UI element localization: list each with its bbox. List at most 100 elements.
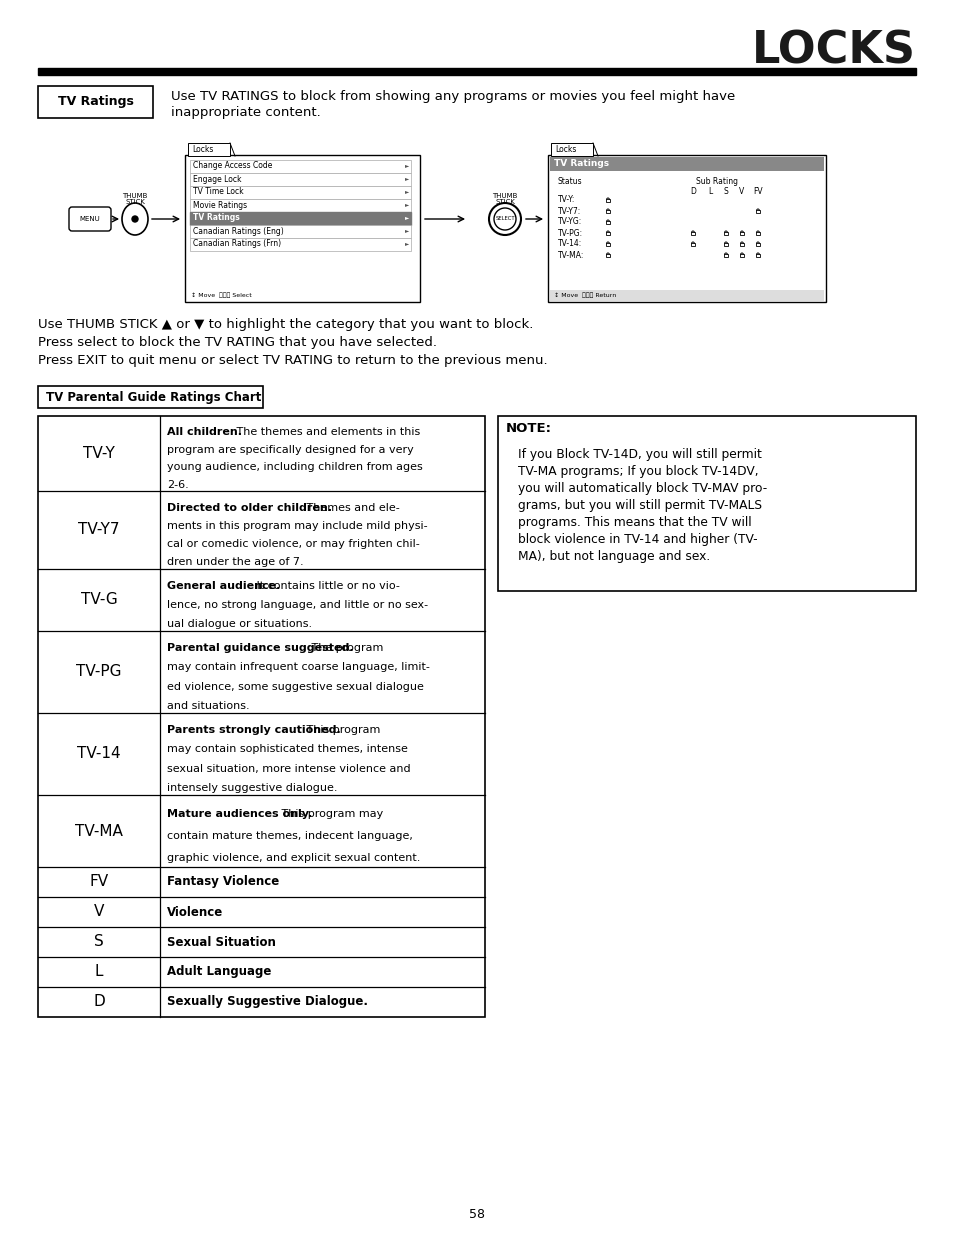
Text: V: V xyxy=(93,904,104,920)
Text: TV-Y7: TV-Y7 xyxy=(78,522,120,537)
Text: may contain infrequent coarse language, limit-: may contain infrequent coarse language, … xyxy=(167,662,430,673)
Bar xyxy=(723,243,727,247)
Circle shape xyxy=(132,216,138,222)
Bar xyxy=(690,243,695,247)
Text: Locks: Locks xyxy=(192,146,213,154)
Text: If you Block TV-14D, you will still permit: If you Block TV-14D, you will still perm… xyxy=(517,448,761,461)
Bar xyxy=(190,225,411,238)
Text: Status: Status xyxy=(558,178,582,186)
Text: ed violence, some suggestive sexual dialogue: ed violence, some suggestive sexual dial… xyxy=(167,682,423,692)
Text: The themes and elements in this: The themes and elements in this xyxy=(233,427,419,437)
Text: Themes and ele-: Themes and ele- xyxy=(303,503,399,513)
Bar xyxy=(755,210,760,214)
Bar xyxy=(755,232,760,236)
Text: SELECT: SELECT xyxy=(495,216,515,221)
Bar xyxy=(550,290,823,301)
Bar xyxy=(190,238,411,251)
Text: TV-MA programs; If you block TV-14DV,: TV-MA programs; If you block TV-14DV, xyxy=(517,466,758,478)
Text: ↕ Move  ⓄⓄⓄ Return: ↕ Move ⓄⓄⓄ Return xyxy=(554,293,616,298)
Text: Locks: Locks xyxy=(555,146,576,154)
Text: MENU: MENU xyxy=(79,216,100,222)
Text: THUMB: THUMB xyxy=(122,193,148,199)
Text: TV-Y: TV-Y xyxy=(83,446,114,461)
Bar xyxy=(190,186,411,199)
Text: TV Time Lock: TV Time Lock xyxy=(193,188,243,196)
Text: Press select to block the TV RATING that you have selected.: Press select to block the TV RATING that… xyxy=(38,336,436,350)
Text: TV-YG:: TV-YG: xyxy=(558,217,581,226)
Text: intensely suggestive dialogue.: intensely suggestive dialogue. xyxy=(167,783,337,793)
Text: TV-PG:: TV-PG: xyxy=(558,228,582,237)
Text: Canadian Ratings (Eng): Canadian Ratings (Eng) xyxy=(193,226,283,236)
Text: STICK: STICK xyxy=(125,199,145,205)
Bar xyxy=(739,254,743,257)
Bar xyxy=(605,210,610,214)
Text: ments in this program may include mild physi-: ments in this program may include mild p… xyxy=(167,521,427,531)
Text: TV-MA:: TV-MA: xyxy=(558,251,584,259)
Text: S: S xyxy=(94,935,104,950)
Text: lence, no strong language, and little or no sex-: lence, no strong language, and little or… xyxy=(167,600,428,610)
Text: cal or comedic violence, or may frighten chil-: cal or comedic violence, or may frighten… xyxy=(167,538,419,550)
FancyBboxPatch shape xyxy=(69,207,111,231)
Text: It contains little or no vio-: It contains little or no vio- xyxy=(253,582,399,592)
Text: D: D xyxy=(689,188,695,196)
Bar xyxy=(190,199,411,212)
Text: TV-14: TV-14 xyxy=(77,746,121,762)
Text: ►: ► xyxy=(405,189,409,194)
Text: FV: FV xyxy=(753,188,762,196)
Bar xyxy=(188,143,230,156)
Text: 58: 58 xyxy=(469,1209,484,1221)
Text: ►: ► xyxy=(405,163,409,168)
Text: TV Ratings: TV Ratings xyxy=(57,95,133,109)
Text: inappropriate content.: inappropriate content. xyxy=(171,106,320,119)
Bar xyxy=(190,212,411,225)
Text: General audience.: General audience. xyxy=(167,582,280,592)
Ellipse shape xyxy=(122,203,148,235)
Text: V: V xyxy=(739,188,744,196)
Text: TV-PG: TV-PG xyxy=(76,664,122,679)
Bar xyxy=(723,232,727,236)
Text: ↕ Move  ⓄⓄⓄ Select: ↕ Move ⓄⓄⓄ Select xyxy=(191,293,252,298)
Text: Fantasy Violence: Fantasy Violence xyxy=(167,876,279,888)
Text: ►: ► xyxy=(405,215,409,221)
Text: THUMB: THUMB xyxy=(492,193,517,199)
Text: Movie Ratings: Movie Ratings xyxy=(193,200,247,210)
Bar xyxy=(605,254,610,257)
Text: dren under the age of 7.: dren under the age of 7. xyxy=(167,557,303,567)
Text: programs. This means that the TV will: programs. This means that the TV will xyxy=(517,516,751,529)
Bar xyxy=(187,290,417,301)
Text: L: L xyxy=(707,188,711,196)
Text: Use THUMB STICK ▲ or ▼ to highlight the category that you want to block.: Use THUMB STICK ▲ or ▼ to highlight the … xyxy=(38,317,533,331)
Text: TV Ratings: TV Ratings xyxy=(554,159,608,168)
Text: Change Access Code: Change Access Code xyxy=(193,162,273,170)
Bar xyxy=(38,416,484,1016)
Bar xyxy=(690,232,695,236)
Bar xyxy=(497,416,915,592)
Text: Sexual Situation: Sexual Situation xyxy=(167,935,275,948)
Bar xyxy=(38,68,915,75)
Text: Use TV RATINGS to block from showing any programs or movies you feel might have: Use TV RATINGS to block from showing any… xyxy=(171,90,735,103)
Text: ►: ► xyxy=(405,242,409,247)
Text: Engage Lock: Engage Lock xyxy=(193,174,241,184)
Text: TV-G: TV-G xyxy=(81,593,117,608)
Text: LOCKS: LOCKS xyxy=(751,30,915,73)
Text: graphic violence, and explicit sexual content.: graphic violence, and explicit sexual co… xyxy=(167,853,420,863)
Text: ►: ► xyxy=(405,228,409,233)
Text: 2-6.: 2-6. xyxy=(167,479,189,489)
Bar xyxy=(755,254,760,257)
Text: contain mature themes, indecent language,: contain mature themes, indecent language… xyxy=(167,831,413,841)
Bar xyxy=(755,243,760,247)
Text: sexual situation, more intense violence and: sexual situation, more intense violence … xyxy=(167,763,410,773)
Text: ►: ► xyxy=(405,203,409,207)
Text: block violence in TV-14 and higher (TV-: block violence in TV-14 and higher (TV- xyxy=(517,534,757,546)
Text: Press EXIT to quit menu or select TV RATING to return to the previous menu.: Press EXIT to quit menu or select TV RAT… xyxy=(38,354,547,367)
Text: and situations.: and situations. xyxy=(167,700,250,710)
Text: Canadian Ratings (Frn): Canadian Ratings (Frn) xyxy=(193,240,281,248)
Text: grams, but you will still permit TV-MALS: grams, but you will still permit TV-MALS xyxy=(517,499,761,513)
Bar xyxy=(547,156,825,303)
Bar xyxy=(605,221,610,225)
Text: Parents strongly cautioned.: Parents strongly cautioned. xyxy=(167,725,340,735)
Bar xyxy=(550,157,823,170)
Text: Violence: Violence xyxy=(167,905,223,919)
Bar xyxy=(739,232,743,236)
Bar xyxy=(38,86,152,119)
